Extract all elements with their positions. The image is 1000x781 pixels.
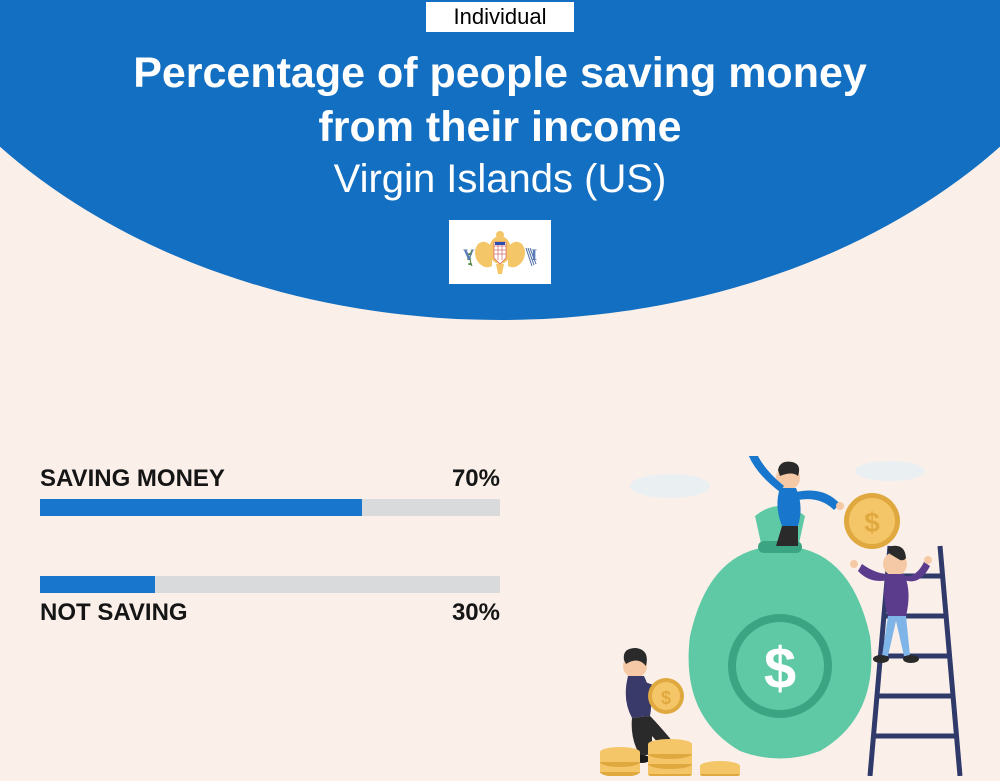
svg-text:$: $ <box>661 688 671 708</box>
svg-text:$: $ <box>864 507 880 538</box>
bar-fill <box>40 576 155 593</box>
bar-fill <box>40 499 362 516</box>
bar-track <box>40 499 500 516</box>
chart-row-header: NOT SAVING 30% <box>40 599 500 627</box>
chart-area: SAVING MONEY 70% NOT SAVING 30% <box>40 465 500 687</box>
chart-row-not-saving: NOT SAVING 30% <box>40 576 500 627</box>
chart-label: SAVING MONEY <box>40 465 225 493</box>
chart-value: 70% <box>452 465 500 493</box>
page-subtitle: Virgin Islands (US) <box>0 157 1000 202</box>
bar-track <box>40 576 500 593</box>
chart-row-saving: SAVING MONEY 70% <box>40 465 500 516</box>
svg-text:V: V <box>463 247 475 264</box>
svg-text:$: $ <box>764 636 796 701</box>
chart-label: NOT SAVING <box>40 599 188 627</box>
flag-icon: V I <box>449 220 551 284</box>
savings-illustration: $ $ <box>580 456 980 776</box>
title-line-1: Percentage of people saving money <box>133 49 867 97</box>
chart-value: 30% <box>452 599 500 627</box>
title-line-2: from their income <box>318 103 681 151</box>
svg-text:I: I <box>531 247 537 264</box>
page-title: Percentage of people saving money from t… <box>0 47 1000 155</box>
category-badge: Individual <box>426 2 575 32</box>
chart-row-header: SAVING MONEY 70% <box>40 465 500 493</box>
header: Individual Percentage of people saving m… <box>0 0 1000 289</box>
